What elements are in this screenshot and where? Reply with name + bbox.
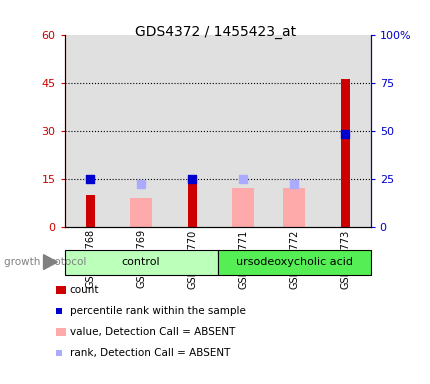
- Bar: [64, 35, 115, 227]
- Bar: [166, 35, 217, 227]
- Text: ursodeoxycholic acid: ursodeoxycholic acid: [235, 257, 352, 267]
- Point: [239, 175, 246, 182]
- Bar: [86, 195, 95, 227]
- Bar: [340, 79, 349, 227]
- Point: [138, 181, 144, 187]
- Bar: [217, 250, 370, 275]
- Polygon shape: [43, 255, 57, 270]
- Bar: [64, 250, 217, 275]
- Point: [86, 175, 93, 182]
- Text: control: control: [122, 257, 160, 267]
- Bar: [130, 198, 151, 227]
- Point: [290, 181, 297, 187]
- Bar: [232, 188, 253, 227]
- Point: [341, 131, 348, 137]
- Bar: [319, 35, 370, 227]
- Point: [188, 175, 195, 182]
- Bar: [268, 35, 319, 227]
- Text: growth protocol: growth protocol: [4, 257, 86, 267]
- Text: value, Detection Call = ABSENT: value, Detection Call = ABSENT: [70, 327, 235, 337]
- Text: percentile rank within the sample: percentile rank within the sample: [70, 306, 245, 316]
- Bar: [283, 188, 304, 227]
- Bar: [115, 35, 166, 227]
- Bar: [217, 35, 268, 227]
- Text: GDS4372 / 1455423_at: GDS4372 / 1455423_at: [135, 25, 295, 39]
- Bar: [187, 182, 196, 227]
- Text: count: count: [70, 285, 99, 295]
- Text: rank, Detection Call = ABSENT: rank, Detection Call = ABSENT: [70, 348, 230, 358]
